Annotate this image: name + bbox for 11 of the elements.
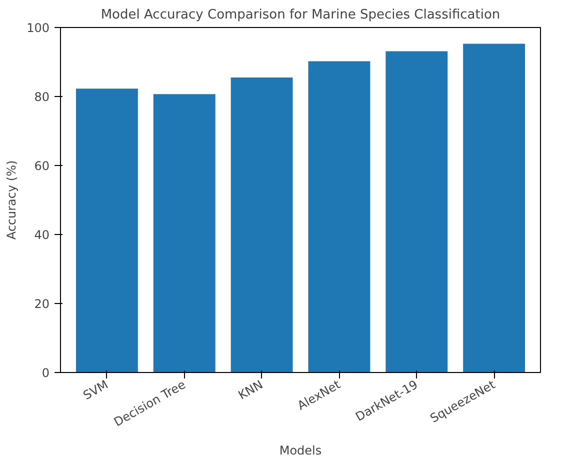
x-axis-title: Models [279,443,322,458]
y-tick-label: 60 [34,159,50,173]
y-tick-label: 0 [42,366,50,380]
y-tick-label: 80 [34,90,50,104]
y-tick-label: 40 [34,228,50,242]
x-tick-label: SVM [80,377,110,403]
y-tick-label: 100 [26,21,50,35]
chart-title: Model Accuracy Comparison for Marine Species Classification [100,8,500,22]
y-axis-title: Accuracy (%) [4,160,19,240]
y-tick-label: 20 [34,297,50,311]
x-tick-label: KNN [236,377,266,402]
